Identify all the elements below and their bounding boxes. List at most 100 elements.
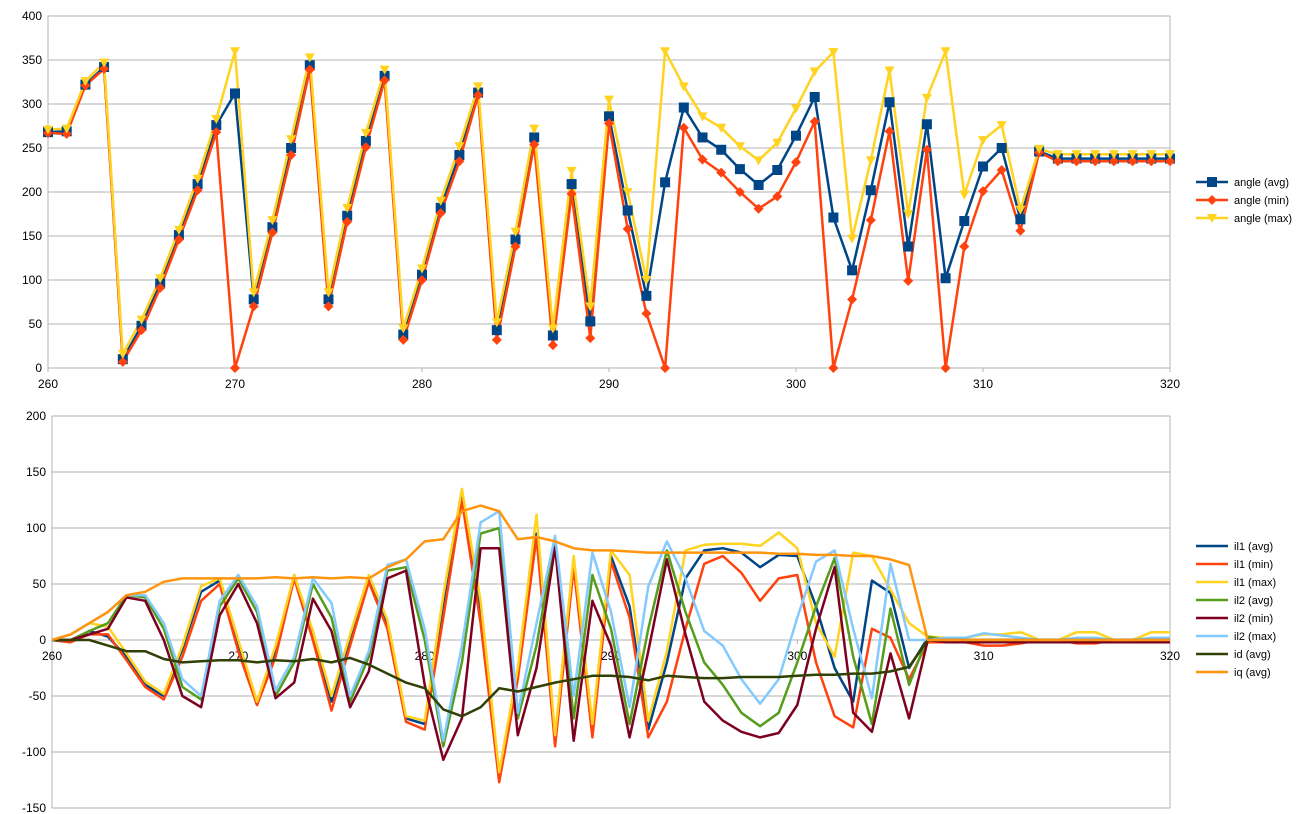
data-point bbox=[454, 150, 465, 161]
data-point bbox=[809, 91, 820, 102]
data-point bbox=[959, 216, 970, 227]
data-point bbox=[61, 128, 72, 139]
data-point bbox=[660, 47, 671, 57]
data-point bbox=[230, 47, 240, 57]
data-point bbox=[940, 47, 951, 57]
data-point bbox=[1108, 150, 1119, 160]
data-point bbox=[304, 64, 315, 75]
y-tick-label: 200 bbox=[22, 185, 42, 199]
x-tick-label: 320 bbox=[1160, 649, 1180, 663]
plot-frame bbox=[51, 415, 1171, 809]
y-tick-label: 200 bbox=[26, 409, 46, 423]
data-point bbox=[566, 166, 577, 176]
data-point bbox=[716, 144, 727, 155]
y-tick-label: -100 bbox=[22, 745, 46, 759]
data-point bbox=[697, 154, 708, 165]
y-tick-label: 0 bbox=[35, 361, 42, 375]
legend-marker bbox=[1207, 177, 1217, 187]
data-point bbox=[678, 102, 689, 113]
y-tick-label: 100 bbox=[22, 273, 42, 287]
data-point bbox=[697, 112, 708, 122]
data-point bbox=[772, 138, 783, 148]
x-tick-label: 290 bbox=[599, 377, 619, 391]
data-point bbox=[996, 143, 1007, 153]
x-tick-label: 260 bbox=[42, 649, 62, 663]
data-point bbox=[1146, 150, 1157, 160]
y-tick-label: 100 bbox=[26, 521, 46, 535]
data-point bbox=[753, 203, 764, 214]
data-point bbox=[903, 210, 914, 219]
y-tick-label: 150 bbox=[22, 229, 42, 243]
y-tick-label: 350 bbox=[22, 53, 42, 67]
data-point bbox=[155, 274, 166, 284]
data-point bbox=[360, 129, 371, 139]
data-point bbox=[791, 157, 801, 168]
data-point bbox=[192, 185, 203, 196]
data-point bbox=[940, 363, 951, 373]
data-point bbox=[921, 119, 932, 130]
data-point bbox=[1052, 156, 1063, 167]
data-point bbox=[230, 88, 240, 99]
data-point bbox=[996, 121, 1007, 131]
data-point bbox=[697, 132, 708, 143]
data-point bbox=[884, 66, 895, 76]
data-point bbox=[959, 241, 970, 252]
x-tick-label: 280 bbox=[415, 649, 435, 663]
legend-label: il1 (max) bbox=[1234, 577, 1276, 589]
x-tick-label: 300 bbox=[786, 377, 806, 391]
data-point bbox=[248, 294, 259, 305]
data-point bbox=[847, 294, 858, 305]
data-point bbox=[678, 122, 689, 133]
data-point bbox=[1165, 156, 1175, 167]
data-point bbox=[1146, 156, 1157, 167]
data-point bbox=[173, 234, 184, 245]
y-tick-label: 400 bbox=[22, 9, 42, 23]
data-point bbox=[323, 288, 334, 298]
series-line bbox=[51, 495, 1170, 780]
x-tick-label: 320 bbox=[1160, 377, 1180, 391]
legend-label: il2 (avg) bbox=[1234, 595, 1273, 607]
data-point bbox=[323, 301, 334, 312]
data-point bbox=[604, 111, 614, 122]
data-point bbox=[734, 187, 745, 197]
data-point bbox=[585, 333, 596, 344]
data-point bbox=[585, 316, 596, 327]
data-point bbox=[286, 143, 297, 153]
data-point bbox=[342, 216, 353, 227]
data-point bbox=[1127, 150, 1138, 160]
legend-label: angle (max) bbox=[1234, 213, 1292, 225]
data-point bbox=[1034, 144, 1045, 154]
data-point bbox=[1015, 225, 1026, 236]
x-tick-label: 280 bbox=[412, 377, 432, 391]
data-point bbox=[865, 215, 876, 226]
data-point bbox=[173, 225, 184, 235]
data-point bbox=[753, 156, 764, 166]
data-point bbox=[491, 325, 502, 336]
data-point bbox=[379, 75, 390, 86]
data-point bbox=[660, 363, 671, 373]
data-point bbox=[604, 95, 614, 105]
data-point bbox=[1052, 150, 1063, 160]
data-point bbox=[660, 177, 671, 188]
data-point bbox=[248, 301, 259, 312]
data-point bbox=[323, 294, 334, 305]
data-point bbox=[585, 302, 596, 312]
data-point bbox=[417, 275, 427, 285]
series-line bbox=[51, 504, 1170, 642]
data-point bbox=[1127, 156, 1138, 167]
data-point bbox=[99, 58, 110, 68]
data-point bbox=[211, 114, 222, 124]
y-tick-label: 150 bbox=[26, 465, 46, 479]
legend-marker bbox=[1207, 214, 1217, 223]
data-point bbox=[903, 241, 914, 252]
data-point bbox=[510, 227, 521, 237]
data-point bbox=[734, 164, 745, 175]
data-point bbox=[996, 165, 1007, 175]
y-tick-label: 300 bbox=[22, 97, 42, 111]
data-point bbox=[1071, 156, 1082, 167]
data-point bbox=[417, 269, 427, 280]
data-point bbox=[117, 349, 128, 359]
data-point bbox=[136, 315, 147, 325]
